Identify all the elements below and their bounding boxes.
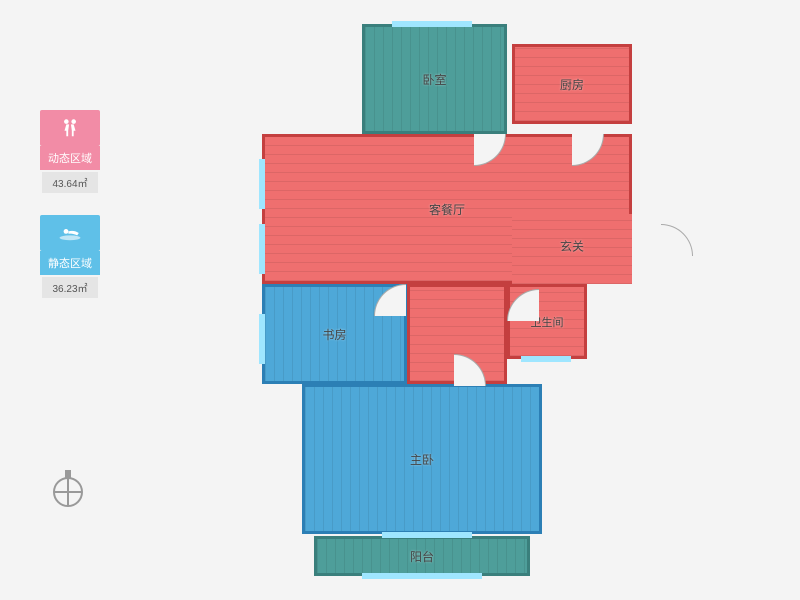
dynamic-icon [40,110,100,146]
window-3 [259,314,265,364]
legend-panel: 动态区域 43.64㎡ 静态区域 36.23㎡ [30,110,110,320]
legend-dynamic: 动态区域 43.64㎡ [30,110,110,193]
room-master: 主卧 [302,384,542,534]
compass-icon [50,470,86,515]
room-label-living: 客餐厅 [429,201,465,218]
room-label-balcony: 阳台 [410,548,434,565]
window-2 [259,224,265,274]
room-hall: 玄关 [512,214,632,284]
dynamic-value: 43.64㎡ [42,172,98,193]
window-4 [362,573,482,579]
room-label-master: 主卧 [410,451,434,468]
room-label-hall: 玄关 [560,238,584,255]
floorplan: 卧室厨房客餐厅玄关书房卫生间主卧阳台 [262,24,668,587]
door-2 [661,224,693,256]
room-balcony: 阳台 [314,536,530,576]
room-bedroom1: 卧室 [362,24,507,134]
window-5 [521,356,571,362]
window-0 [392,21,472,27]
static-icon [40,215,100,251]
dynamic-label: 动态区域 [40,146,100,170]
room-label-kitchen: 厨房 [560,76,584,93]
static-value: 36.23㎡ [42,277,98,298]
legend-static: 静态区域 36.23㎡ [30,215,110,298]
room-kitchen: 厨房 [512,44,632,124]
room-label-bedroom1: 卧室 [422,71,446,88]
window-6 [382,532,472,538]
room-label-study: 书房 [322,326,346,343]
window-1 [259,159,265,209]
static-label: 静态区域 [40,251,100,275]
